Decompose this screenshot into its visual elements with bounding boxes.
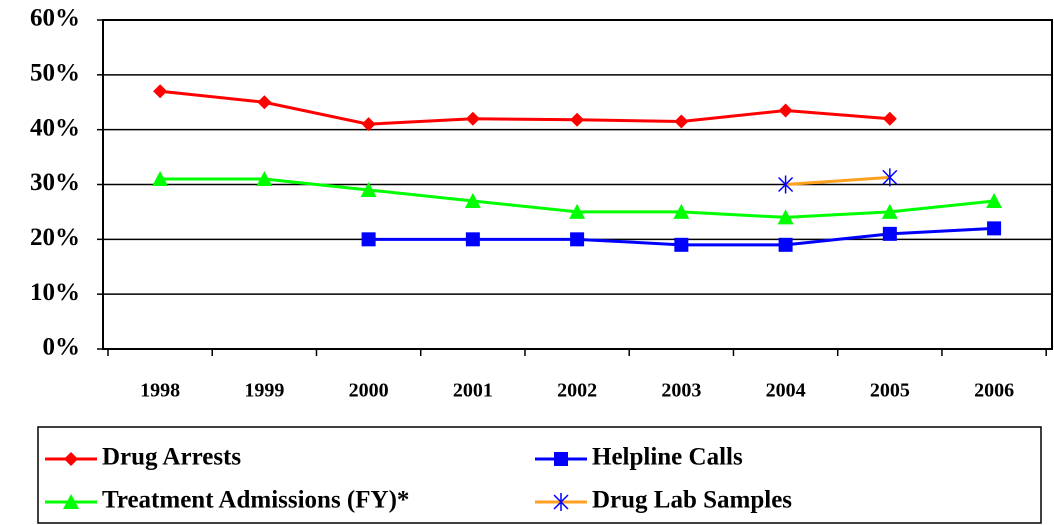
legend-label: Drug Arrests: [102, 444, 241, 471]
marker: [152, 171, 169, 187]
marker: [777, 209, 794, 225]
marker: [569, 203, 586, 219]
x-tick-label: 2004: [766, 380, 806, 402]
marker: [63, 494, 79, 509]
x-tick-label: 2005: [870, 380, 910, 402]
marker: [360, 181, 377, 197]
y-tick-label: 0%: [43, 334, 81, 361]
legend-label: Helpline Calls: [592, 444, 743, 471]
series-line: [159, 89, 890, 126]
y-tick-label: 10%: [30, 279, 80, 306]
marker: [553, 493, 569, 511]
marker: [464, 192, 481, 208]
x-tick-label: 2003: [661, 380, 701, 402]
marker: [674, 237, 689, 252]
x-tick-label: 2000: [349, 380, 389, 402]
marker: [465, 232, 480, 247]
y-tick-label: 40%: [30, 114, 80, 141]
marker: [554, 452, 568, 466]
marker: [64, 452, 78, 466]
x-tick-label: 2001: [453, 380, 493, 402]
marker: [778, 237, 793, 252]
legend-box: [37, 426, 1042, 524]
marker: [674, 114, 689, 129]
marker: [778, 175, 794, 194]
marker: [987, 221, 1002, 236]
x-tick-label: 1998: [140, 380, 180, 402]
y-tick-label: 20%: [30, 224, 80, 251]
x-tick-label: 2006: [974, 380, 1014, 402]
marker: [361, 232, 376, 247]
x-tick-label: 2002: [557, 380, 597, 402]
marker: [257, 95, 272, 110]
legend-label: Treatment Admissions (FY)*: [102, 487, 409, 514]
marker: [882, 111, 897, 126]
marker: [882, 168, 898, 187]
plot-border: [102, 19, 1053, 350]
marker: [465, 111, 480, 126]
legend-label: Drug Lab Samples: [592, 487, 792, 514]
y-tick-label: 60%: [30, 5, 80, 32]
y-tick-label: 50%: [30, 60, 80, 87]
marker: [361, 117, 376, 132]
series-line: [785, 175, 890, 186]
marker: [570, 232, 585, 247]
marker: [881, 203, 898, 219]
marker: [986, 192, 1003, 208]
marker: [153, 84, 168, 99]
marker: [882, 226, 897, 241]
marker: [570, 112, 585, 127]
marker: [673, 203, 690, 219]
marker: [256, 171, 273, 187]
y-tick-label: 30%: [30, 169, 80, 196]
x-tick-label: 1999: [244, 380, 284, 402]
marker: [778, 103, 793, 118]
